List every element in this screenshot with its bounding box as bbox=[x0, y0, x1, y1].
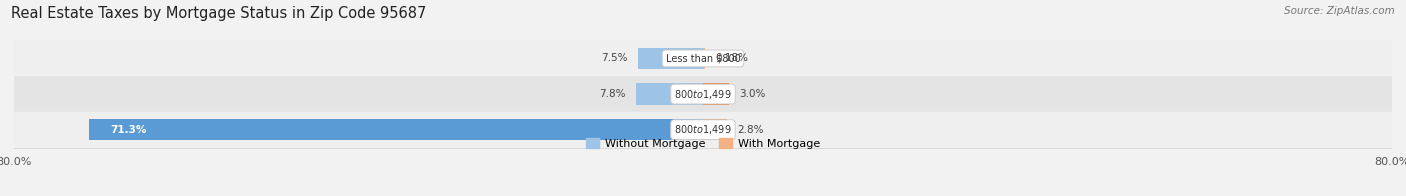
Bar bbox=[89, 119, 703, 140]
Text: 2.8%: 2.8% bbox=[738, 125, 763, 135]
Text: Real Estate Taxes by Mortgage Status in Zip Code 95687: Real Estate Taxes by Mortgage Status in … bbox=[11, 6, 426, 21]
Bar bbox=[703, 119, 727, 140]
Bar bbox=[703, 83, 728, 105]
Bar bbox=[636, 83, 703, 105]
Text: $800 to $1,499: $800 to $1,499 bbox=[675, 88, 731, 101]
FancyBboxPatch shape bbox=[14, 41, 1392, 76]
Text: 71.3%: 71.3% bbox=[111, 125, 146, 135]
Bar bbox=[638, 48, 703, 69]
Legend: Without Mortgage, With Mortgage: Without Mortgage, With Mortgage bbox=[582, 134, 824, 153]
FancyBboxPatch shape bbox=[14, 76, 1392, 112]
Text: 0.18%: 0.18% bbox=[714, 54, 748, 64]
Text: Source: ZipAtlas.com: Source: ZipAtlas.com bbox=[1284, 6, 1395, 16]
Text: $800 to $1,499: $800 to $1,499 bbox=[675, 123, 731, 136]
Text: 7.8%: 7.8% bbox=[599, 89, 626, 99]
Text: Less than $800: Less than $800 bbox=[665, 54, 741, 64]
Text: 3.0%: 3.0% bbox=[740, 89, 765, 99]
Bar bbox=[703, 48, 704, 69]
FancyBboxPatch shape bbox=[14, 112, 1392, 148]
Text: 7.5%: 7.5% bbox=[602, 54, 628, 64]
